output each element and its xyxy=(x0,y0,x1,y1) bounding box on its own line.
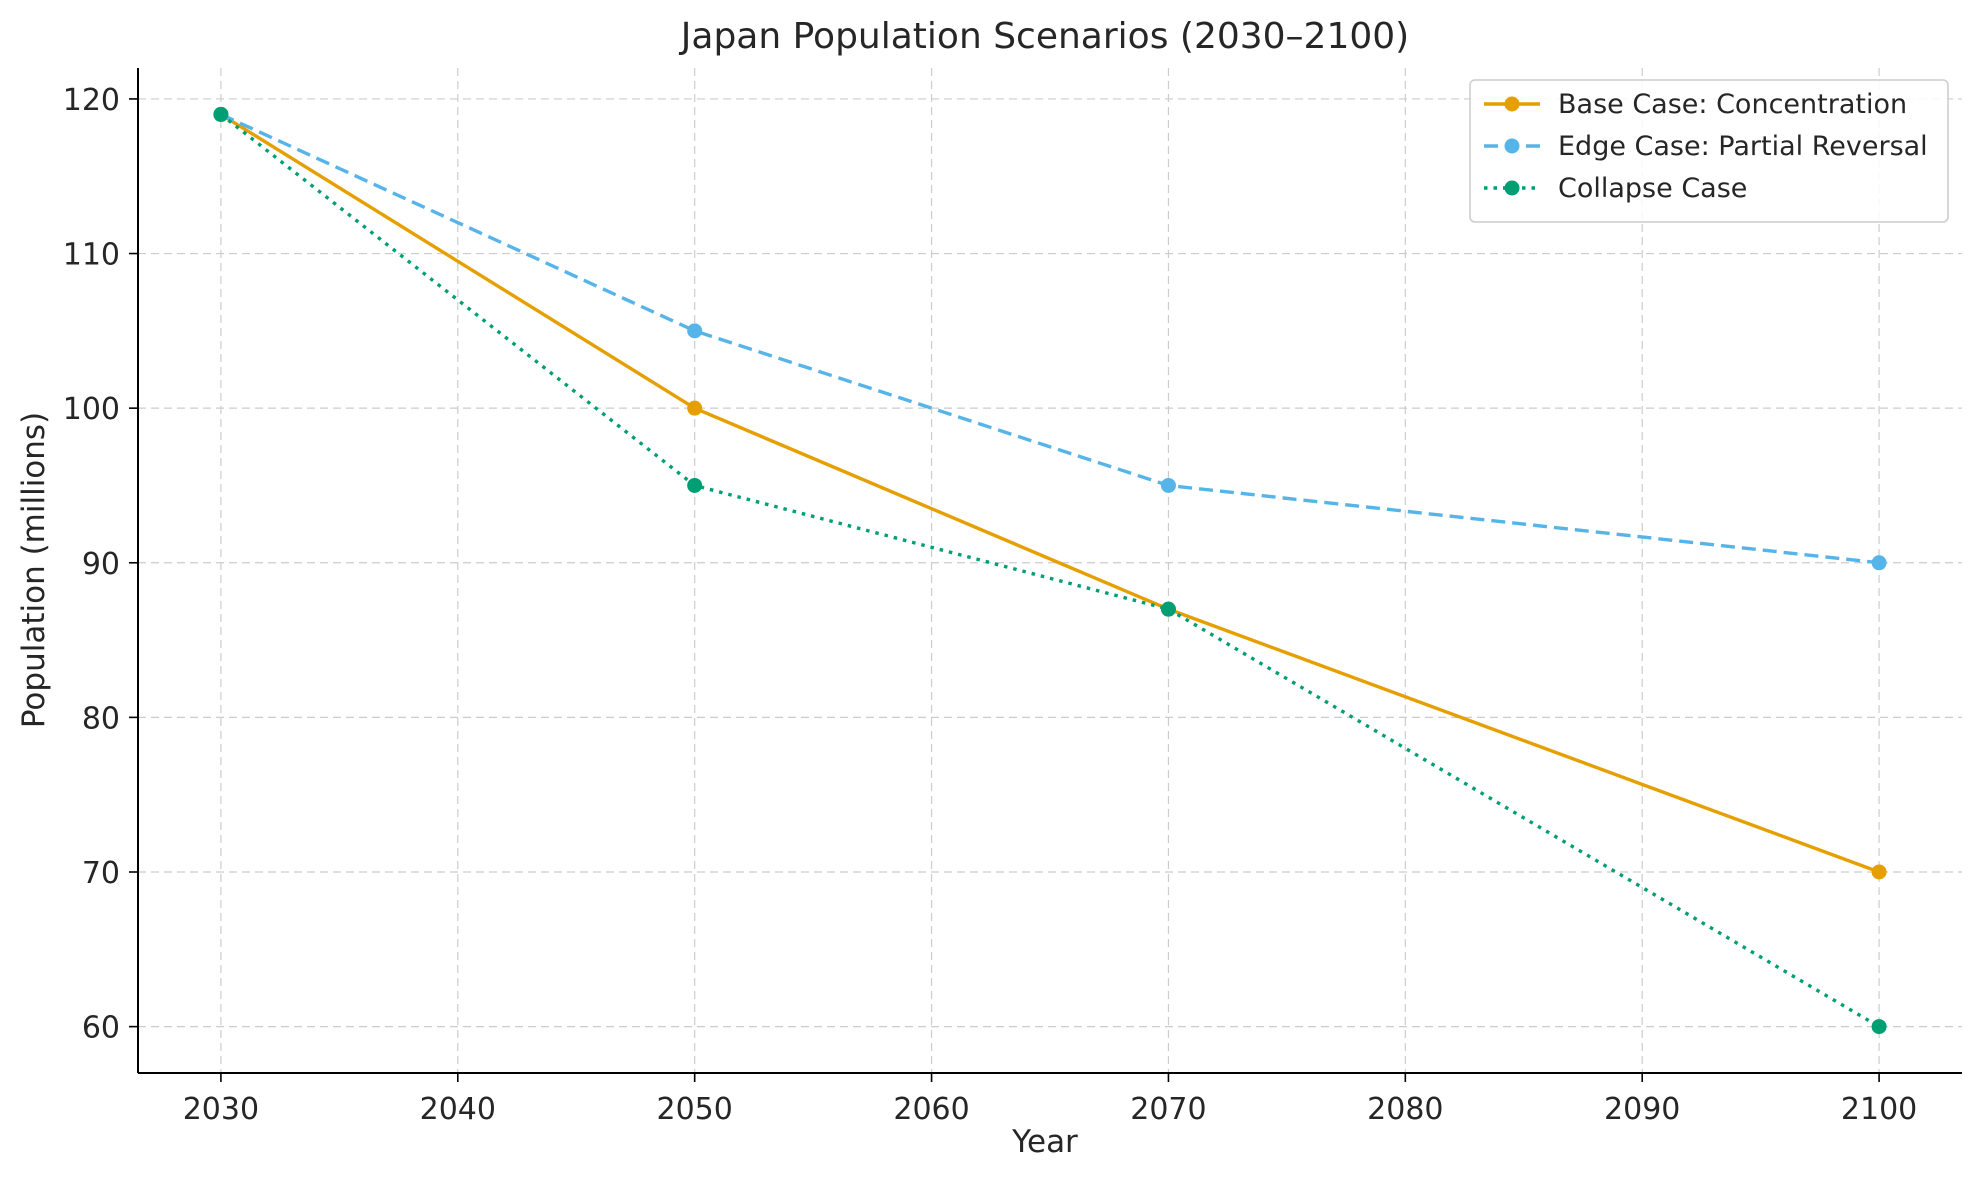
data-point xyxy=(1871,555,1887,571)
y-tick-label: 70 xyxy=(82,856,120,891)
y-tick-label: 90 xyxy=(82,547,120,582)
data-point xyxy=(1871,1019,1887,1035)
x-tick-label: 2030 xyxy=(183,1092,259,1127)
x-tick-label: 2090 xyxy=(1604,1092,1680,1127)
axes xyxy=(137,68,1962,1074)
data-point xyxy=(687,477,703,493)
legend: Base Case: Concentration Edge Case: Parti… xyxy=(1469,79,1949,223)
data-point xyxy=(213,106,229,122)
data-point xyxy=(1871,864,1887,880)
series-line xyxy=(220,112,1880,565)
x-tick-label: 2070 xyxy=(1130,1092,1206,1127)
x-tick-label: 2040 xyxy=(420,1092,496,1127)
x-tick-label: 2050 xyxy=(656,1092,732,1127)
legend-marker xyxy=(1504,180,1520,196)
data-point xyxy=(1160,601,1176,617)
series-line xyxy=(220,112,1880,874)
series-1 xyxy=(213,106,1887,880)
x-axis-label: Year xyxy=(1011,1124,1078,1160)
y-tick-label: 120 xyxy=(63,83,120,118)
y-axis-label: Population (millions) xyxy=(16,412,52,728)
series-layer xyxy=(213,106,1887,1035)
y-tick-label: 80 xyxy=(82,701,120,736)
legend-frame xyxy=(1469,79,1949,223)
data-point xyxy=(687,400,703,416)
data-point xyxy=(687,323,703,339)
x-axis-ticks: 2030 2040 2050 2060 2070 2080 2090 2100 xyxy=(183,1073,1917,1127)
legend-marker xyxy=(1504,96,1520,112)
y-tick-label: 60 xyxy=(82,1011,120,1046)
data-point xyxy=(1160,477,1176,493)
legend-label: Collapse Case xyxy=(1558,173,1747,204)
y-tick-label: 100 xyxy=(63,392,120,427)
legend-label: Base Case: Concentration xyxy=(1558,89,1907,120)
x-tick-label: 2060 xyxy=(893,1092,969,1127)
series-3 xyxy=(213,106,1887,1035)
y-tick-label: 110 xyxy=(63,238,120,273)
y-axis-ticks: 60 70 80 90 100 110 120 xyxy=(63,83,138,1046)
x-tick-label: 2100 xyxy=(1841,1092,1917,1127)
gridlines xyxy=(138,68,1962,1073)
x-tick-label: 2080 xyxy=(1367,1092,1443,1127)
chart-title: Japan Population Scenarios (2030–2100) xyxy=(679,16,1409,57)
legend-marker xyxy=(1504,138,1520,154)
series-line xyxy=(219,113,1880,1029)
legend-label: Edge Case: Partial Reversal xyxy=(1558,131,1928,162)
